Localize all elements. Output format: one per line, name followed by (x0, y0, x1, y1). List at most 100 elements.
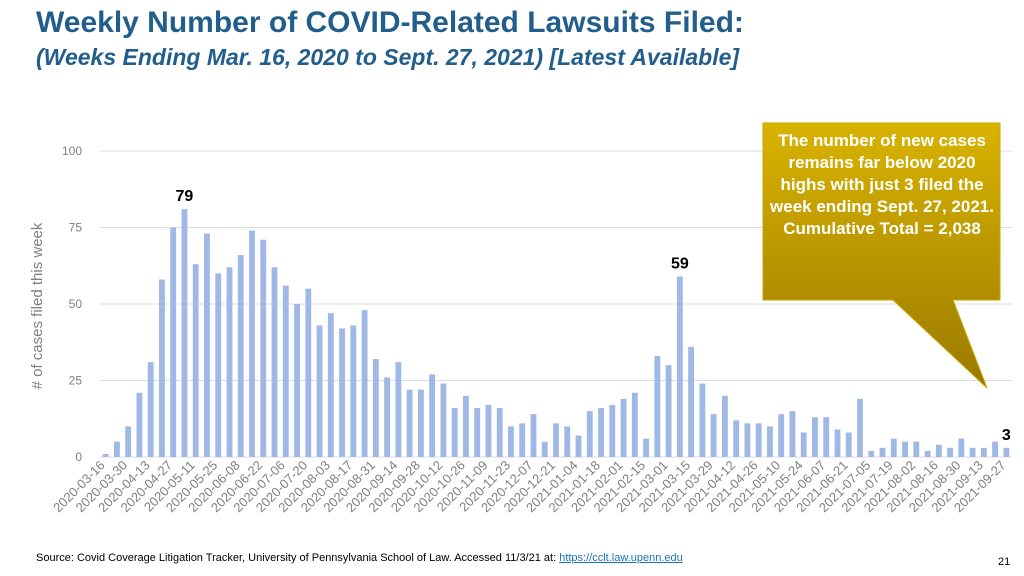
bar (834, 429, 841, 457)
bar (541, 441, 548, 457)
bar (485, 404, 492, 457)
bar (766, 426, 773, 457)
y-tick-label: 25 (69, 374, 83, 388)
bar (575, 435, 582, 457)
bar (147, 362, 154, 457)
bar (609, 404, 616, 457)
bar (249, 230, 255, 457)
bar (282, 285, 289, 457)
bar (158, 279, 165, 457)
bar (406, 389, 413, 457)
bar (665, 365, 672, 457)
bar (226, 267, 233, 457)
bar (339, 328, 346, 457)
bar (384, 377, 391, 457)
bar (980, 447, 987, 457)
data-label: 59 (671, 255, 689, 272)
bar (890, 438, 897, 457)
bar (395, 362, 402, 457)
bar (474, 408, 481, 457)
bar (643, 438, 650, 457)
bar (947, 447, 954, 457)
callout-box (762, 122, 1001, 389)
bar (260, 239, 267, 457)
bar (969, 447, 976, 457)
bar (676, 276, 683, 457)
x-tick-labels: 2020-03-162020-03-302020-04-132020-04-27… (50, 458, 1008, 516)
bar (125, 426, 132, 457)
source-text: Source: Covid Coverage Litigation Tracke… (36, 552, 560, 564)
bar (620, 398, 627, 457)
bar (519, 423, 526, 457)
bar (857, 398, 863, 457)
bar (586, 411, 593, 457)
bar (429, 374, 436, 457)
bar (631, 392, 638, 457)
bar (215, 273, 222, 457)
bar (823, 417, 830, 457)
bar (294, 304, 300, 457)
bar (451, 408, 458, 457)
bar (440, 383, 447, 457)
bar (598, 408, 604, 457)
page-subtitle: (Weeks Ending Mar. 16, 2020 to Sept. 27,… (36, 44, 740, 70)
bar (496, 408, 503, 457)
bar (316, 325, 323, 457)
bar (508, 426, 514, 457)
bar (181, 209, 188, 457)
y-axis-label: # of cases filed this week (29, 222, 46, 389)
bar (564, 426, 571, 457)
y-tick-label: 0 (75, 450, 82, 464)
bar (530, 414, 537, 457)
page-number: 21 (998, 556, 1011, 568)
data-annotations: 79 59 3 (176, 188, 1011, 444)
bar (170, 227, 177, 457)
data-label: 3 (1002, 427, 1011, 444)
bar (868, 450, 875, 457)
source-link[interactable]: https://cclt.law.upenn.edu (559, 552, 683, 564)
bar (553, 423, 559, 457)
y-tick-labels: 0 25 50 75 100 (62, 144, 82, 464)
y-tick-label: 100 (62, 144, 82, 158)
bar (935, 444, 942, 457)
bars (102, 209, 1010, 457)
bar (879, 447, 886, 457)
bar (800, 432, 807, 457)
bar (992, 441, 999, 457)
bar (192, 264, 199, 457)
y-tick-label: 50 (69, 297, 83, 311)
bar (688, 346, 695, 457)
page-title: Weekly Number of COVID-Related Lawsuits … (36, 6, 744, 39)
bar (327, 313, 334, 457)
callout-text: The number of new cases remains far belo… (770, 131, 994, 239)
bar (372, 359, 379, 457)
bar (710, 414, 717, 457)
bar (845, 432, 852, 457)
bar (102, 453, 109, 457)
y-tick-label: 75 (69, 221, 83, 235)
source-note: Source: Covid Coverage Litigation Tracke… (36, 552, 683, 564)
bar (305, 288, 312, 457)
bar (733, 420, 740, 457)
bar (958, 438, 965, 457)
bar (462, 395, 469, 457)
bar (350, 325, 357, 457)
bar (237, 255, 244, 457)
bar (699, 383, 706, 457)
bar (755, 423, 762, 457)
bar (654, 356, 661, 457)
bar (789, 411, 796, 457)
bar (361, 310, 368, 457)
bar (113, 441, 120, 457)
bar (812, 417, 818, 457)
bar (1003, 447, 1010, 457)
bar (778, 414, 785, 457)
bar (136, 392, 143, 457)
bar (417, 389, 424, 457)
bar (913, 441, 920, 457)
data-label: 79 (176, 188, 194, 205)
bar (721, 395, 728, 457)
bar (744, 423, 751, 457)
bar (271, 267, 278, 457)
